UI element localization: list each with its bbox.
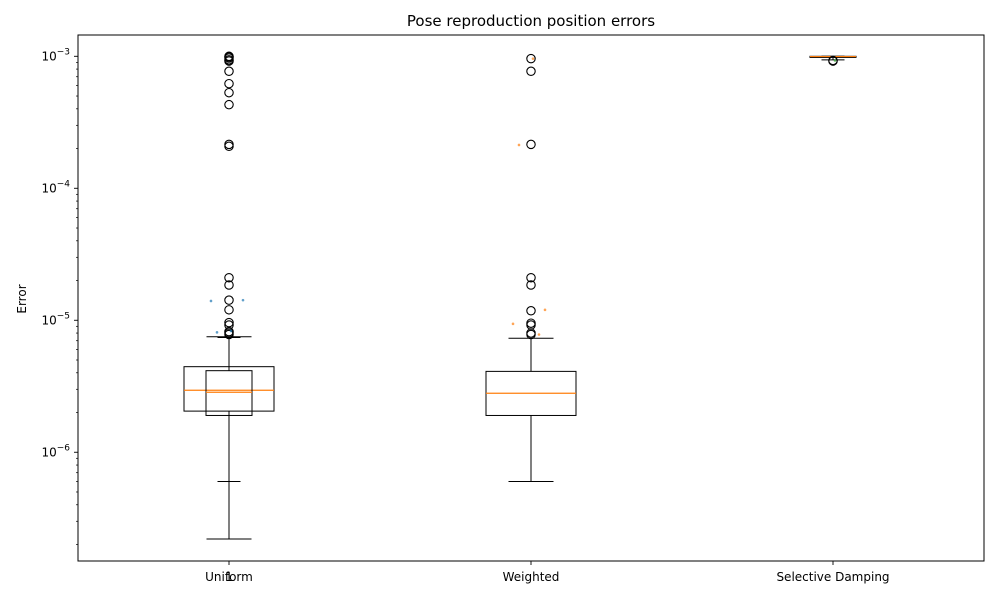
jitter-point — [229, 329, 233, 333]
jitter-point — [517, 143, 521, 147]
flier-point — [828, 56, 838, 66]
x-tick-label: Weighted — [503, 570, 560, 584]
flier-point — [224, 280, 234, 290]
flier-point — [224, 56, 234, 66]
flier-point — [526, 66, 536, 77]
flier-point — [224, 295, 234, 305]
jitter-point — [215, 331, 219, 334]
flier-point — [224, 141, 234, 152]
flier-point — [224, 272, 234, 283]
x-tick-label: Selective Damping — [776, 570, 889, 584]
y-axis-label: Error — [15, 284, 29, 313]
x-tick-label: Uniform — [205, 570, 253, 584]
jitter-point — [209, 299, 213, 303]
jitter-point — [543, 308, 547, 312]
flier-point — [224, 305, 234, 315]
flier-point — [526, 318, 536, 328]
jitter-point — [833, 59, 837, 62]
flier-point — [526, 139, 536, 150]
plot-area: 10−6 10−5 10−4 10−3 Uniform Weighted Selective… — [41, 34, 985, 584]
flier-point — [526, 320, 536, 330]
flier-point — [224, 317, 234, 328]
x-tick-label-overlay: 1 — [225, 570, 233, 584]
y-tick-label: 10−6 — [41, 443, 70, 459]
flier-point — [526, 53, 536, 64]
box-iqr — [183, 366, 275, 412]
box-iqr — [205, 370, 253, 416]
y-tick-label: 10−5 — [41, 311, 70, 327]
flier-point — [224, 78, 234, 89]
chart-title: Pose reproduction position errors — [407, 12, 655, 30]
jitter-point — [537, 333, 541, 336]
flier-point — [224, 87, 234, 98]
flier-point — [526, 280, 536, 290]
flier-point — [526, 329, 536, 340]
jitter-point — [241, 298, 245, 302]
y-tick-label: 10−4 — [41, 179, 70, 195]
flier-point — [224, 99, 234, 110]
plot-frame — [77, 34, 985, 562]
flier-point — [224, 139, 234, 150]
flier-point — [224, 66, 234, 77]
jitter-point — [511, 322, 515, 326]
flier-point — [526, 272, 536, 283]
jitter-point — [531, 57, 535, 60]
flier-point — [224, 329, 234, 340]
y-tick-label: 10−3 — [41, 47, 70, 63]
flier-point — [526, 306, 536, 316]
